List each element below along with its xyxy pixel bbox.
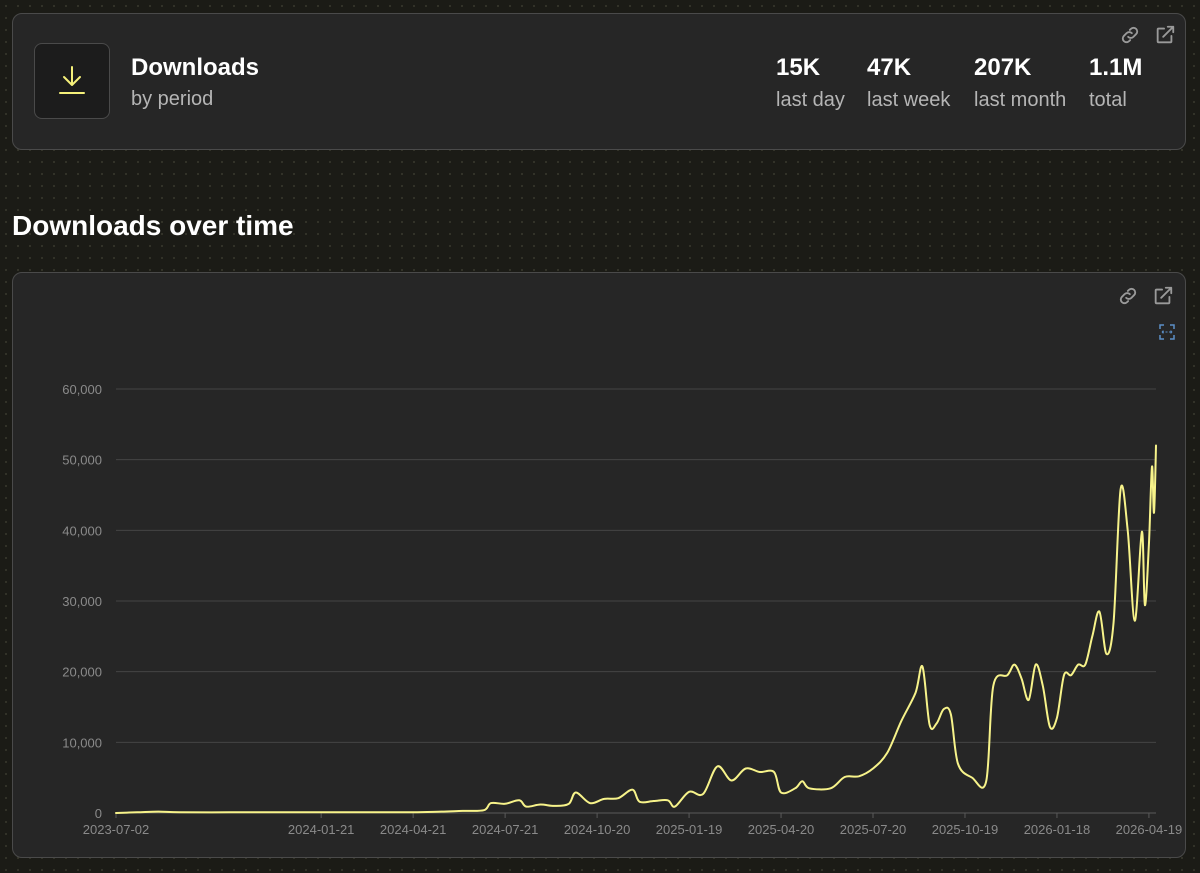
stat-total: 1.1M total <box>1089 54 1142 112</box>
stat-value: 47K <box>867 54 912 81</box>
stat-last-week: 47K last week <box>867 54 950 112</box>
link-icon[interactable] <box>1119 24 1141 46</box>
link-icon[interactable] <box>1117 285 1139 307</box>
summary-title: Downloads <box>131 54 260 81</box>
stat-value: 15K <box>776 54 821 81</box>
stat-last-day: 15K last day <box>776 54 845 112</box>
section-title: Downloads over time <box>12 210 294 241</box>
stat-label: last month <box>974 89 1067 111</box>
stat-label: last week <box>867 89 951 111</box>
stat-value: 207K <box>974 54 1032 81</box>
stat-value: 1.1M <box>1089 54 1143 81</box>
summary-subtitle: by period <box>131 88 214 110</box>
downloads-chart-card <box>12 272 1186 858</box>
stat-label: last day <box>776 89 845 111</box>
downloads-summary-card: Downloads by period 15K last day 47K las… <box>12 13 1186 150</box>
fullscreen-icon[interactable] <box>1157 322 1177 342</box>
download-icon <box>59 66 85 94</box>
download-icon-box <box>34 43 110 119</box>
stat-last-month: 207K last month <box>974 54 1066 112</box>
external-link-icon[interactable] <box>1152 285 1174 307</box>
stat-label: total <box>1089 89 1127 111</box>
external-link-icon[interactable] <box>1154 24 1176 46</box>
